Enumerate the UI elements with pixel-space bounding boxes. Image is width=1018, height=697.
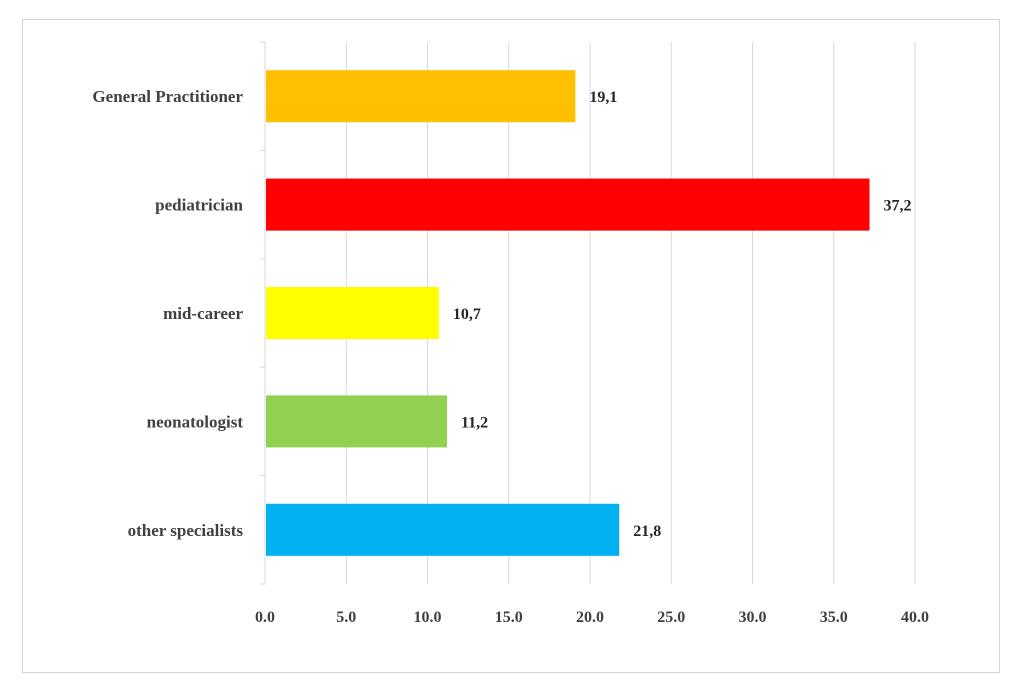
category-label: pediatrician bbox=[155, 196, 243, 215]
bar bbox=[266, 395, 447, 448]
x-tick-label: 5.0 bbox=[336, 609, 356, 626]
bar bbox=[266, 503, 620, 556]
x-tick-label: 35.0 bbox=[820, 609, 848, 626]
bar bbox=[266, 178, 870, 231]
x-tick-label: 40.0 bbox=[901, 609, 929, 626]
data-labels: 19,1 37,2 10,7 11,2 21,8 bbox=[453, 89, 912, 540]
x-tick-label: 30.0 bbox=[739, 609, 767, 626]
x-tick-label: 25.0 bbox=[657, 609, 685, 626]
x-tick-label: 20.0 bbox=[576, 609, 604, 626]
data-label: 19,1 bbox=[589, 89, 617, 106]
category-labels: General Practitioner pediatrician mid-care… bbox=[92, 87, 243, 540]
category-label: neonatologist bbox=[147, 412, 244, 431]
bar bbox=[266, 286, 439, 340]
x-tick-label: 0.0 bbox=[255, 609, 275, 626]
x-tick-label: 15.0 bbox=[495, 609, 523, 626]
x-tick-labels: 0.0 5.0 10.0 15.0 20.0 25.0 30.0 35.0 40.0 bbox=[255, 609, 929, 626]
category-axis bbox=[260, 41, 266, 585]
x-tick-label: 10.0 bbox=[414, 609, 442, 626]
category-label: other specialists bbox=[128, 521, 244, 540]
data-label: 10,7 bbox=[453, 306, 481, 323]
category-label: General Practitioner bbox=[92, 87, 243, 106]
data-label: 11,2 bbox=[461, 414, 488, 431]
bars bbox=[266, 70, 870, 556]
chart-frame bbox=[22, 19, 1000, 673]
data-label: 21,8 bbox=[633, 523, 661, 540]
category-label: mid-career bbox=[163, 304, 243, 323]
gridlines bbox=[345, 42, 916, 584]
bar bbox=[266, 70, 576, 123]
data-label: 37,2 bbox=[884, 198, 912, 215]
